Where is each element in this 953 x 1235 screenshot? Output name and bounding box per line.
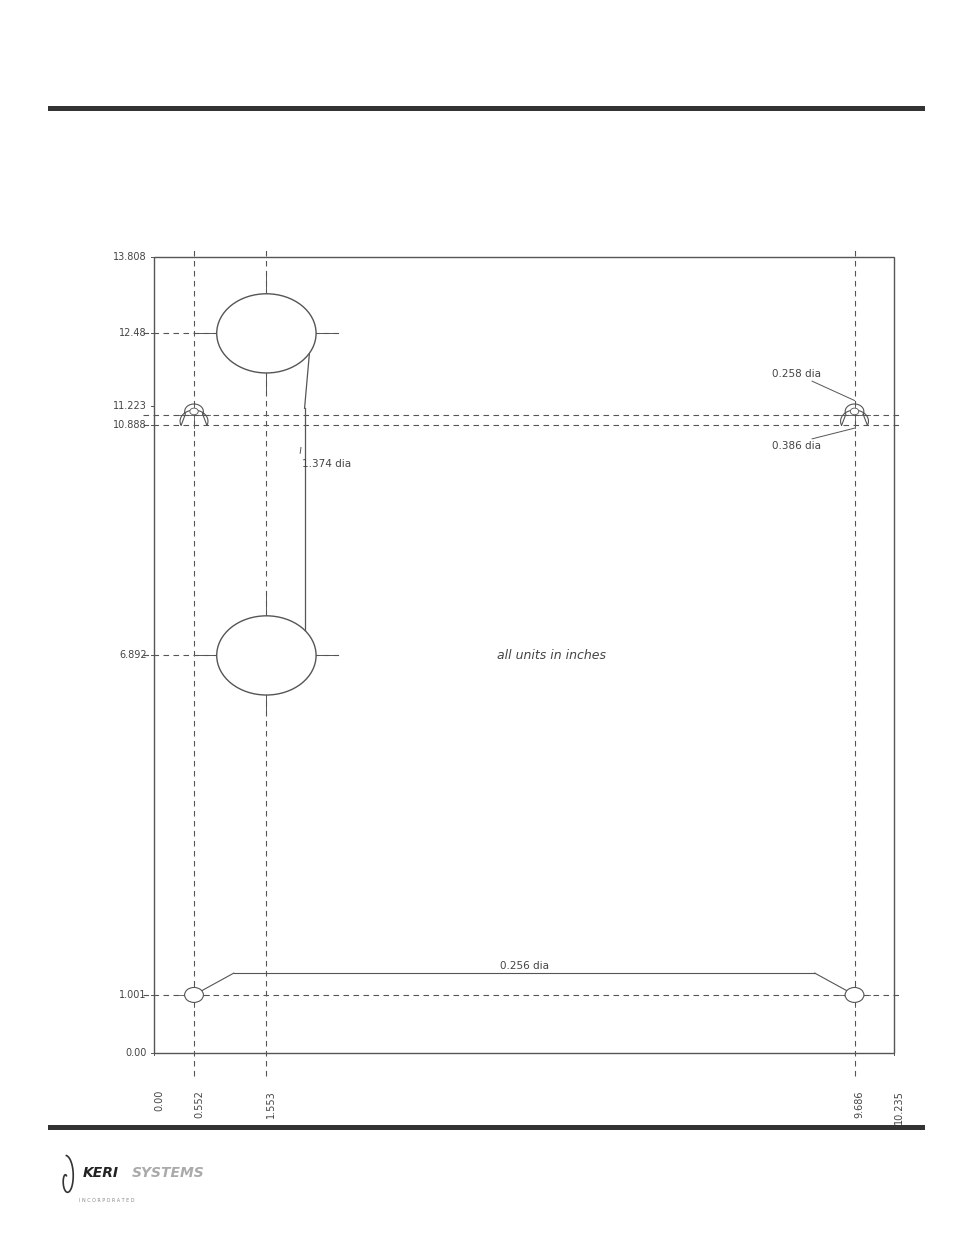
Text: I N C O R P O R A T E D: I N C O R P O R A T E D (79, 1198, 134, 1203)
Circle shape (185, 988, 203, 1003)
Text: 10.235: 10.235 (893, 1091, 903, 1124)
Text: 0.258 dia: 0.258 dia (772, 369, 821, 379)
Text: all units in inches: all units in inches (497, 648, 606, 662)
Text: 13.808: 13.808 (113, 252, 147, 262)
Circle shape (849, 408, 858, 415)
Circle shape (190, 408, 198, 415)
Text: 0.00: 0.00 (126, 1047, 147, 1057)
Text: 9.686: 9.686 (854, 1091, 863, 1118)
Text: 0.00: 0.00 (154, 1091, 164, 1112)
Text: 1.001: 1.001 (119, 990, 147, 1000)
Circle shape (216, 616, 315, 695)
Text: 12.48: 12.48 (119, 329, 147, 338)
Text: 0.552: 0.552 (193, 1091, 204, 1118)
Text: 0.256 dia: 0.256 dia (499, 961, 548, 971)
Circle shape (216, 294, 315, 373)
Text: 0.386 dia: 0.386 dia (772, 441, 821, 451)
Text: 1.553: 1.553 (266, 1091, 276, 1118)
Text: KERI: KERI (82, 1166, 118, 1181)
Circle shape (844, 988, 863, 1003)
Text: 10.888: 10.888 (113, 420, 147, 430)
Text: SYSTEMS: SYSTEMS (132, 1166, 204, 1181)
Text: 1.374 dia: 1.374 dia (302, 459, 351, 469)
Text: 6.892: 6.892 (119, 651, 147, 661)
Text: 11.223: 11.223 (112, 401, 147, 411)
